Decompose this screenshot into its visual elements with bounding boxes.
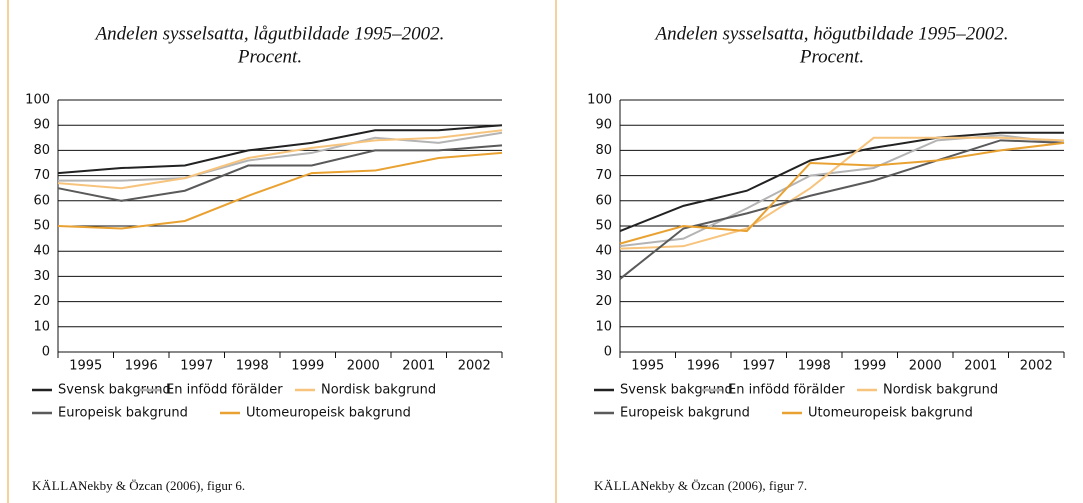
legend-label: En infödd förälder [166, 383, 283, 398]
series-line [619, 136, 1065, 250]
y-tick-label: 0 [604, 345, 612, 360]
series-line [58, 131, 503, 182]
x-tick-label: 1999 [853, 359, 886, 374]
chart-title: Andelen sysselsatta, lågutbildade 1995–2… [94, 23, 445, 44]
x-tick-label: 2001 [964, 359, 997, 374]
source: Nekby & Özcan (2006), figur 7. [640, 478, 807, 493]
y-tick-label: 60 [595, 193, 612, 208]
legend-label: Utomeuropeisk bakgrund [808, 406, 973, 421]
series-line [57, 151, 503, 230]
x-tick-label: 1998 [236, 359, 269, 374]
y-tick-label: 20 [33, 294, 50, 309]
y-tick-label: 50 [33, 219, 50, 234]
y-tick-label: 80 [33, 143, 50, 158]
y-tick-label: 50 [595, 219, 612, 234]
y-tick-label: 0 [42, 345, 50, 360]
y-tick-label: 30 [33, 269, 50, 284]
x-tick-label: 2000 [347, 359, 380, 374]
series-line [619, 131, 1064, 232]
source-label: KÄLLA: [594, 478, 645, 493]
series-line [57, 144, 503, 202]
chart-subtitle: Procent. [799, 46, 864, 67]
series-line [619, 141, 1065, 245]
x-tick-label: 1997 [180, 359, 213, 374]
y-tick-label: 30 [595, 269, 612, 284]
y-tick-label: 90 [33, 118, 50, 133]
y-tick-label: 40 [595, 244, 612, 259]
y-tick-label: 10 [595, 319, 612, 334]
y-tick-label: 20 [595, 294, 612, 309]
legend-label: Nordisk bakgrund [321, 383, 436, 398]
legend-label: Svensk bakgrund [58, 383, 171, 398]
series-line [57, 129, 503, 190]
y-tick-label: 90 [595, 118, 612, 133]
y-tick-label: 40 [33, 244, 50, 259]
legend-label: Svensk bakgrund [620, 383, 733, 398]
x-tick-label: 2002 [458, 359, 491, 374]
y-tick-label: 10 [33, 319, 50, 334]
x-tick-label: 1997 [742, 359, 775, 374]
x-tick-label: 1996 [687, 359, 720, 374]
series-line [57, 124, 503, 175]
y-tick-label: 100 [25, 93, 50, 108]
x-tick-label: 2000 [909, 359, 942, 374]
x-tick-label: 1999 [291, 359, 324, 374]
legend-label: Nordisk bakgrund [883, 383, 998, 398]
chart-title: Andelen sysselsatta, högutbildade 1995–2… [653, 23, 1008, 44]
source-label: KÄLLA: [32, 478, 83, 493]
chart-subtitle: Procent. [237, 46, 302, 67]
x-tick-label: 2002 [1020, 359, 1053, 374]
legend-label: Europeisk bakgrund [58, 406, 188, 421]
series-line [619, 134, 1065, 248]
legend-label: Europeisk bakgrund [620, 406, 750, 421]
y-tick-label: 70 [33, 168, 50, 183]
x-tick-label: 1998 [798, 359, 831, 374]
y-tick-label: 100 [587, 93, 612, 108]
x-tick-label: 1996 [125, 359, 158, 374]
legend-label: Utomeuropeisk bakgrund [246, 406, 411, 421]
series-line [619, 139, 1065, 280]
y-tick-label: 70 [595, 168, 612, 183]
source: Nekby & Özcan (2006), figur 6. [78, 478, 245, 493]
x-tick-label: 2001 [402, 359, 435, 374]
x-tick-label: 1995 [631, 359, 664, 374]
y-tick-label: 60 [33, 193, 50, 208]
legend-label: En infödd förälder [728, 383, 845, 398]
x-tick-label: 1995 [69, 359, 102, 374]
y-tick-label: 80 [595, 143, 612, 158]
